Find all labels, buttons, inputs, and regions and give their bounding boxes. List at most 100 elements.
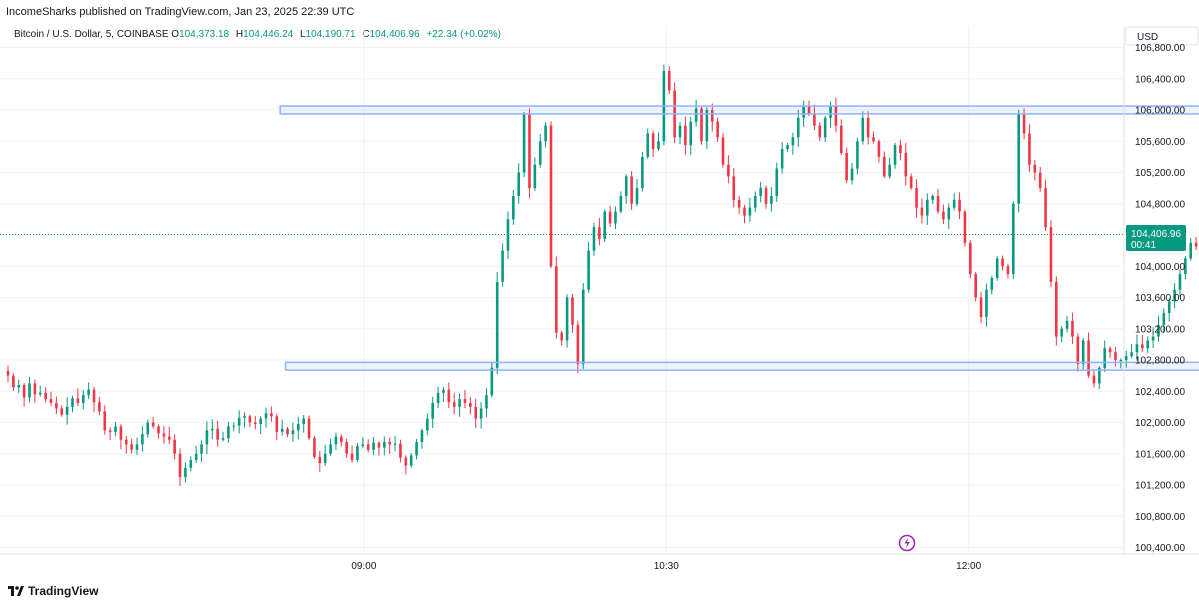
candle-body [839, 125, 843, 153]
candle-body [12, 375, 15, 388]
candle-body [963, 211, 967, 243]
candle-body [270, 413, 273, 417]
candle-body [399, 443, 402, 458]
candle-body [313, 438, 316, 457]
candle-body [877, 141, 881, 157]
candle-body [490, 367, 494, 396]
candle-body [173, 439, 176, 454]
candle-body [87, 389, 90, 396]
candle-body [1189, 242, 1193, 259]
candle-body [1098, 367, 1101, 384]
candle-body [1081, 340, 1085, 364]
candle-body [716, 121, 719, 138]
candle-body [942, 211, 945, 220]
y-tick-label: 105,200.00 [1135, 168, 1185, 179]
candle-body [952, 199, 956, 208]
x-tick-label: 10:30 [654, 561, 679, 572]
candle-body [764, 188, 768, 204]
candle-body [813, 113, 816, 126]
close-value: 104,406.96 [369, 29, 420, 40]
candle-body [436, 392, 440, 403]
y-tick-label: 104,800.00 [1135, 199, 1185, 210]
candle-body [1017, 113, 1020, 204]
candle-body [925, 199, 929, 216]
candle-body [641, 156, 644, 189]
candle-body [909, 176, 913, 189]
candle-body [1146, 340, 1150, 349]
candle-body [506, 219, 510, 251]
candle-body [393, 443, 397, 445]
candle-body [463, 399, 467, 403]
candle-body [259, 418, 262, 425]
candle-body [237, 417, 241, 426]
candle-body [200, 444, 203, 454]
candle-body [1157, 324, 1160, 337]
candle-body [1130, 352, 1133, 357]
candle-body [28, 383, 31, 398]
y-tick-label: 101,200.00 [1135, 481, 1185, 492]
y-tick-label: 102,000.00 [1135, 418, 1185, 429]
candle-body [915, 188, 918, 208]
last-price-tag-countdown: 00:41 [1131, 240, 1156, 251]
candle-body [770, 195, 773, 204]
candle-body [286, 428, 289, 435]
candle-body [630, 176, 633, 204]
candle-body [931, 195, 934, 200]
candle-body [248, 416, 252, 423]
y-tick-label: 103,600.00 [1135, 293, 1185, 304]
currency-button[interactable] [1125, 26, 1199, 46]
candle-body [1092, 375, 1096, 384]
zones [279, 105, 1199, 371]
candle-body [1044, 188, 1047, 228]
candle-body [796, 117, 800, 138]
open-value: 104,373.18 [179, 29, 230, 40]
lightning-event-icon[interactable] [898, 534, 916, 552]
chart-grid [0, 26, 1124, 554]
candle-body [1022, 113, 1026, 134]
candle-body [108, 430, 112, 432]
candle-body [581, 289, 585, 364]
candle-body [103, 411, 107, 431]
candle-body [619, 195, 623, 212]
candle-body [1114, 352, 1117, 360]
candle-body [522, 113, 526, 173]
candle-body [920, 207, 924, 216]
candle-body [710, 110, 714, 122]
candle-body [1173, 289, 1176, 302]
candle-body [22, 385, 26, 398]
candle-body [1162, 313, 1166, 325]
candle-body [1012, 203, 1015, 275]
candle-body [705, 110, 709, 142]
candle-body [990, 277, 994, 290]
y-tick-label: 100,800.00 [1135, 512, 1185, 523]
candle-body [377, 442, 381, 448]
candle-body [721, 137, 725, 165]
footer-branding[interactable]: TradingView [8, 584, 98, 598]
candle-body [350, 453, 354, 460]
candle-body [882, 156, 886, 177]
candle-body [501, 250, 504, 282]
y-tick-label: 105,600.00 [1135, 137, 1185, 148]
candle-body [517, 172, 521, 196]
candle-body [684, 125, 687, 146]
candle-body [635, 188, 639, 204]
candle-body [119, 426, 123, 440]
candle-body [753, 195, 757, 208]
candle-body [442, 389, 445, 393]
candle-body [576, 324, 580, 364]
candle-body [667, 70, 671, 91]
candle-body [280, 428, 284, 432]
candle-body [356, 445, 359, 460]
publisher-line: IncomeSharks published on TradingView.co… [6, 6, 355, 18]
candle-body [694, 108, 698, 122]
symbol-name[interactable]: Bitcoin / U.S. Dollar, 5, COINBASE [14, 29, 169, 40]
candle-body [81, 395, 85, 403]
time-axis-labels: 09:0010:3012:0013:3015:0016:3018:0019:30… [351, 561, 981, 572]
candle-body [571, 297, 574, 325]
candle-body [1076, 336, 1080, 364]
candle-body [17, 385, 21, 388]
candle-body [743, 207, 746, 216]
last-price-tag-bg [1126, 225, 1186, 251]
candle-body [409, 455, 413, 466]
